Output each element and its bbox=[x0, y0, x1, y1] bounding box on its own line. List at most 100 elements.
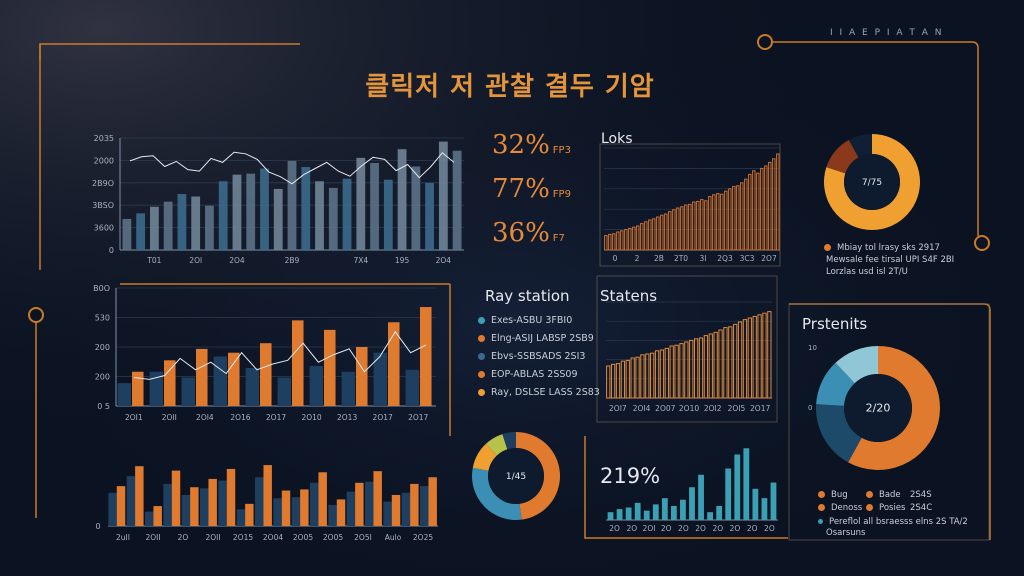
bar bbox=[645, 353, 650, 399]
bar bbox=[676, 207, 680, 251]
legend-label: Exes-ASBU 3FBI0 bbox=[491, 315, 573, 326]
bar bbox=[668, 211, 672, 251]
bar bbox=[767, 311, 772, 399]
x-tick-label: 2uII bbox=[116, 533, 130, 542]
presents-footer2: Osarsuns bbox=[826, 528, 866, 538]
bar bbox=[757, 314, 762, 399]
x-tick-label: 2Q3 bbox=[717, 254, 733, 263]
bar bbox=[669, 345, 674, 399]
x-tick-label: 2OII bbox=[205, 533, 220, 542]
y-tick-label: 0 bbox=[109, 246, 114, 255]
bar-orange bbox=[208, 478, 217, 526]
bar bbox=[737, 321, 743, 399]
presents-legend-cell: 2S4C bbox=[910, 503, 932, 513]
y-tick-label: 2035 bbox=[94, 134, 114, 143]
legend-item: Elng-ASIJ LABSP 2SB9 bbox=[478, 333, 594, 344]
bar-orange bbox=[260, 343, 272, 406]
x-tick-label: 2O17 bbox=[373, 413, 393, 422]
bar bbox=[713, 331, 718, 399]
bar bbox=[716, 193, 720, 251]
bar bbox=[648, 219, 652, 251]
legend-dot bbox=[478, 371, 485, 378]
bar bbox=[608, 233, 612, 251]
bar bbox=[664, 347, 669, 399]
bar bbox=[616, 509, 623, 520]
x-tick-label: 2B bbox=[654, 254, 664, 263]
bar bbox=[672, 209, 676, 251]
bar bbox=[232, 174, 242, 250]
donut-slice bbox=[826, 139, 859, 174]
bar bbox=[762, 312, 767, 399]
x-tick-label: 2OII bbox=[162, 413, 177, 422]
bar-orange bbox=[132, 371, 144, 406]
series-line bbox=[129, 151, 455, 185]
bar bbox=[736, 185, 740, 251]
bar-navy bbox=[373, 352, 388, 406]
bar bbox=[743, 448, 750, 520]
donut-slice bbox=[485, 434, 508, 456]
donut-slice bbox=[816, 404, 862, 463]
bar-navy bbox=[108, 492, 117, 526]
bar bbox=[644, 221, 648, 251]
donut-mid: 1/45 bbox=[472, 432, 560, 520]
x-tick-label: 2O17 bbox=[408, 413, 428, 422]
x-tick-label: 2OI4 bbox=[196, 413, 214, 422]
donut-legend-item: Lorzlas usd isl 2T/U bbox=[826, 267, 908, 277]
donut-hole bbox=[488, 448, 544, 504]
y-tick-label: 200 bbox=[95, 373, 110, 382]
bar bbox=[659, 349, 665, 399]
presents-footer: Pereflol all bsraesss elns 2S TA/2 bbox=[818, 517, 968, 527]
x-tick-label: 2OI bbox=[643, 524, 656, 533]
bar bbox=[684, 204, 688, 251]
series-line bbox=[133, 330, 427, 380]
legend-dot bbox=[478, 317, 485, 324]
bar-navy bbox=[149, 371, 164, 406]
tick-label: 0 bbox=[808, 404, 812, 412]
bar bbox=[761, 498, 768, 520]
bar-orange bbox=[318, 472, 327, 526]
bar bbox=[205, 205, 214, 250]
x-tick-label: 2T0 bbox=[674, 254, 688, 263]
bar bbox=[425, 182, 435, 250]
x-tick-label: 0 bbox=[613, 254, 618, 263]
x-tick-label: 2 bbox=[635, 254, 640, 263]
x-tick-label: 2O bbox=[712, 524, 723, 533]
donut-center-label: 1/45 bbox=[506, 472, 526, 482]
bar bbox=[604, 235, 608, 251]
bar bbox=[177, 194, 187, 250]
bar bbox=[615, 363, 621, 399]
x-tick-label: 2O17 bbox=[750, 404, 770, 413]
bar-navy bbox=[365, 481, 374, 526]
bar-orange bbox=[420, 307, 432, 406]
statens-title: Statens bbox=[600, 287, 658, 305]
bar-orange bbox=[116, 486, 126, 526]
legend-label: EOP-ABLAS 2SS09 bbox=[491, 369, 578, 380]
y-tick-label: 530 bbox=[95, 314, 110, 323]
bar bbox=[700, 199, 704, 251]
bar bbox=[689, 487, 695, 520]
ray-station-title: Ray station bbox=[485, 287, 570, 305]
bar bbox=[652, 218, 656, 251]
bar bbox=[640, 223, 644, 251]
bar-orange bbox=[324, 329, 336, 406]
bar bbox=[356, 157, 366, 250]
bar bbox=[191, 196, 201, 250]
x-tick-label: 3C3 bbox=[740, 254, 755, 263]
bar-navy bbox=[245, 367, 260, 406]
legend-dot bbox=[824, 244, 831, 251]
bar-orange bbox=[388, 322, 400, 406]
bar bbox=[744, 178, 748, 251]
donut-hole bbox=[844, 154, 900, 210]
legend-label: 2S4C bbox=[910, 503, 933, 513]
x-tick-label: 2OI2 bbox=[704, 404, 722, 413]
legend-item: Exes-ASBU 3FBI0 bbox=[478, 315, 572, 326]
bar bbox=[708, 196, 712, 251]
donut-legend-item: Mbiay tol lrasy sks 2917 bbox=[824, 243, 940, 253]
bar bbox=[656, 216, 660, 251]
bar bbox=[610, 363, 616, 399]
y-tick-label: 3600 bbox=[94, 224, 114, 233]
bar-orange bbox=[228, 352, 240, 406]
bar-navy bbox=[346, 491, 356, 526]
legend-dot bbox=[478, 389, 485, 396]
bar-navy bbox=[200, 488, 209, 526]
